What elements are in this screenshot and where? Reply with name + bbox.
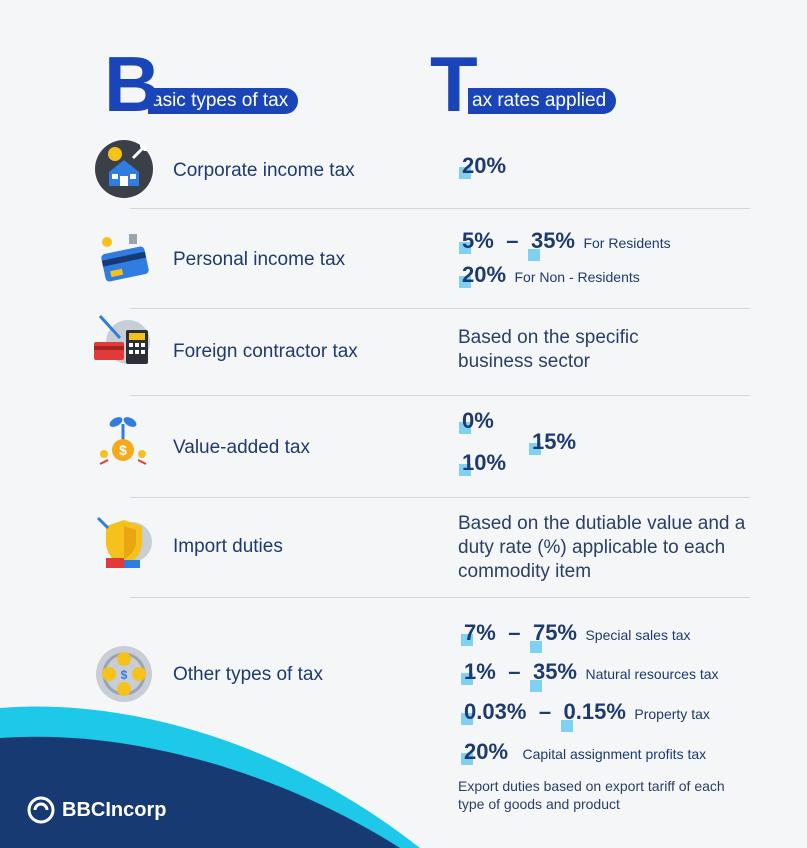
rate-marker xyxy=(461,634,473,646)
rate-marker xyxy=(529,641,542,653)
footer-wave xyxy=(0,706,420,848)
rate-vat-15: 15% xyxy=(529,429,577,455)
credit-card-icon xyxy=(101,234,149,282)
rate-natural-resources: 1% – 35% Natural resources tax xyxy=(461,659,719,692)
label-import-duties: Import duties xyxy=(173,536,283,557)
rate-marker xyxy=(529,443,541,455)
rate-dash: – xyxy=(538,699,552,724)
rate-note: For Non - Residents xyxy=(514,269,640,285)
rate-marker xyxy=(459,167,471,179)
rate-capital-assignment: 20% Capital assignment profits tax xyxy=(461,739,707,765)
rate-vat-10: 10% xyxy=(459,450,507,476)
rate-special-sales: 7% – 75% Special sales tax xyxy=(461,620,691,653)
export-duties-text: Export duties based on export tariff of … xyxy=(458,778,725,812)
house-money-icon xyxy=(95,140,153,198)
rate-value: 35% xyxy=(530,228,575,253)
rate-dash: – xyxy=(506,228,519,253)
row-divider xyxy=(130,395,750,396)
rate-corporate: 20% xyxy=(459,153,507,179)
rate-marker xyxy=(461,673,473,685)
rate-value: 20% xyxy=(464,739,509,764)
rate-marker xyxy=(459,242,471,254)
header-basic-types-text: asic types of tax xyxy=(152,90,289,111)
label-value-added-tax: Value-added tax xyxy=(173,437,310,458)
bbcincorp-logo-icon xyxy=(27,796,55,824)
brand-name: BBCIncorp xyxy=(62,798,167,821)
svg-text:$: $ xyxy=(121,668,128,682)
rate-marker xyxy=(459,276,471,288)
rate-value: 5% xyxy=(462,228,494,253)
rate-value: 15% xyxy=(532,429,577,454)
brand-logo[interactable]: BBCIncorp xyxy=(26,795,166,825)
rate-value: 0.03% xyxy=(464,699,527,724)
label-foreign-contractor-tax: Foreign contractor tax xyxy=(173,341,358,362)
rate-value: 0% xyxy=(462,408,494,433)
header-basic-types: asic types of tax B xyxy=(104,40,334,123)
header-tax-rates-letter: T xyxy=(430,40,478,128)
rate-marker xyxy=(461,753,473,765)
rate-personal-residents: 5% – 35% For Residents xyxy=(459,228,671,261)
plant-coin-icon: $ xyxy=(99,417,147,465)
coins-cycle-icon: $ xyxy=(96,646,152,702)
rate-value: 20% xyxy=(462,262,507,287)
svg-text:$: $ xyxy=(119,442,127,458)
rate-value: 75% xyxy=(532,620,577,645)
rate-note: Capital assignment profits tax xyxy=(522,746,707,762)
rate-marker xyxy=(529,680,542,692)
header-basic-types-bar: asic types of tax xyxy=(148,88,299,114)
rate-personal-non-residents: 20% For Non - Residents xyxy=(459,262,640,288)
rate-value: 20% xyxy=(462,153,507,178)
rate-note: Natural resources tax xyxy=(585,666,719,682)
rate-dash: – xyxy=(508,659,521,684)
header-basic-types-letter: B xyxy=(104,40,160,128)
import-duties-rate-text: Based on the dutiable value and a duty r… xyxy=(458,513,746,582)
header-tax-rates: ax rates applied T xyxy=(430,40,660,123)
label-personal-income-tax: Personal income tax xyxy=(173,249,346,270)
calculator-icon xyxy=(94,314,150,364)
rate-marker xyxy=(461,713,473,725)
rate-value: 7% xyxy=(464,620,496,645)
rate-marker xyxy=(527,249,540,261)
rate-marker xyxy=(560,720,573,732)
rate-value: 0.15% xyxy=(563,699,626,724)
header-tax-rates-bar: ax rates applied xyxy=(468,88,617,114)
rate-marker xyxy=(459,464,471,476)
rate-note: Special sales tax xyxy=(585,627,691,643)
rate-value: 35% xyxy=(532,659,577,684)
row-divider xyxy=(130,597,750,598)
label-corporate-income-tax: Corporate income tax xyxy=(173,160,355,181)
header-tax-rates-text: ax rates applied xyxy=(472,90,607,111)
row-divider xyxy=(130,497,750,498)
foreign-contractor-rate-text: Based on the specific business sector xyxy=(458,327,639,372)
row-divider xyxy=(130,308,750,309)
label-other-types-of-tax: Other types of tax xyxy=(173,664,323,685)
rate-property: 0.03% – 0.15% Property tax xyxy=(461,699,710,732)
shield-icon xyxy=(96,516,152,568)
rate-note: For Residents xyxy=(583,235,671,251)
row-divider xyxy=(130,208,750,209)
rate-marker xyxy=(459,422,471,434)
rate-value: 10% xyxy=(462,450,507,475)
rate-vat-0: 0% xyxy=(459,408,494,434)
rate-value: 1% xyxy=(464,659,496,684)
rate-note: Property tax xyxy=(634,706,710,722)
rate-dash: – xyxy=(508,620,521,645)
